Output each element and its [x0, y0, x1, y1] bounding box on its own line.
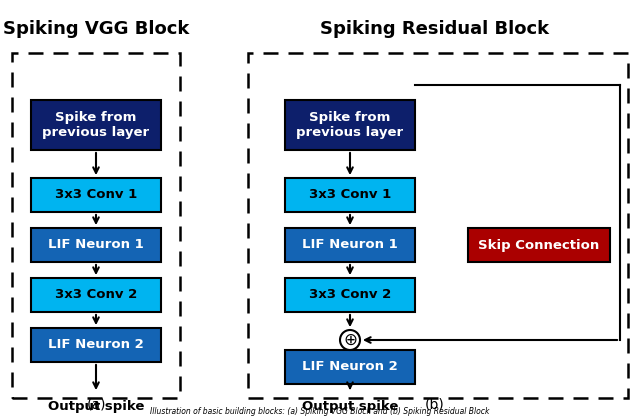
Text: $\oplus$: $\oplus$ [343, 331, 357, 349]
Text: (a): (a) [86, 398, 106, 412]
Text: 3x3 Conv 1: 3x3 Conv 1 [309, 189, 391, 202]
Text: Output spike: Output spike [302, 400, 398, 413]
FancyBboxPatch shape [31, 178, 161, 212]
Text: Spike from
previous layer: Spike from previous layer [42, 111, 150, 139]
Text: 3x3 Conv 1: 3x3 Conv 1 [55, 189, 137, 202]
FancyBboxPatch shape [31, 228, 161, 262]
Circle shape [340, 330, 360, 350]
FancyBboxPatch shape [285, 350, 415, 384]
Text: Spiking VGG Block: Spiking VGG Block [3, 20, 189, 38]
Text: Illustration of basic building blocks: (a) Spiking VGG Block and (b) Spiking Res: Illustration of basic building blocks: (… [150, 407, 490, 416]
Text: LIF Neuron 1: LIF Neuron 1 [302, 239, 398, 252]
Text: (b): (b) [425, 398, 445, 412]
Text: Skip Connection: Skip Connection [478, 239, 600, 252]
FancyBboxPatch shape [285, 228, 415, 262]
FancyBboxPatch shape [31, 278, 161, 312]
Text: Output spike: Output spike [48, 400, 144, 413]
Text: LIF Neuron 1: LIF Neuron 1 [48, 239, 144, 252]
FancyBboxPatch shape [468, 228, 610, 262]
FancyBboxPatch shape [285, 178, 415, 212]
Text: LIF Neuron 2: LIF Neuron 2 [302, 360, 398, 373]
FancyBboxPatch shape [285, 100, 415, 150]
Text: LIF Neuron 2: LIF Neuron 2 [48, 339, 144, 352]
FancyBboxPatch shape [31, 100, 161, 150]
FancyBboxPatch shape [285, 278, 415, 312]
Text: 3x3 Conv 2: 3x3 Conv 2 [309, 289, 391, 302]
Text: Spike from
previous layer: Spike from previous layer [296, 111, 404, 139]
Text: Spiking Residual Block: Spiking Residual Block [321, 20, 550, 38]
FancyBboxPatch shape [31, 328, 161, 362]
Text: 3x3 Conv 2: 3x3 Conv 2 [55, 289, 137, 302]
